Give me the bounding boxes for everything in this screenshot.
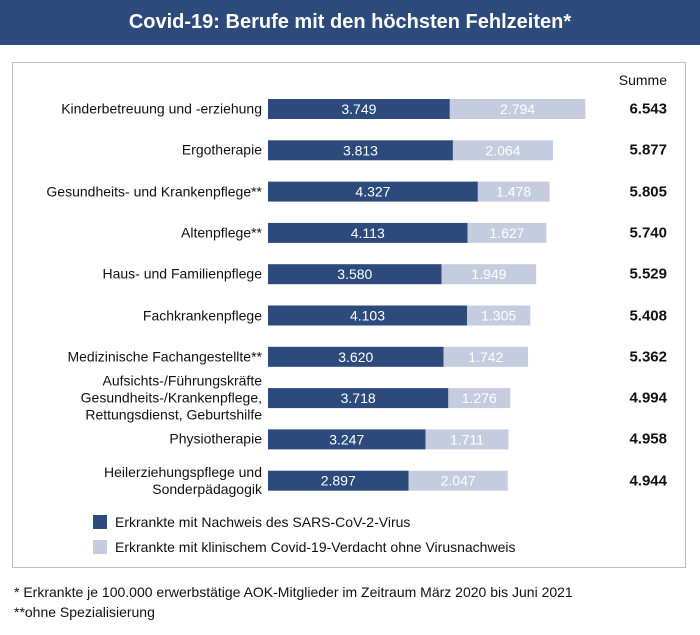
bar-segment [268, 99, 450, 119]
legend-label: Erkrankte mit Nachweis des SARS-CoV-2-Vi… [115, 514, 411, 530]
value-label: 1.305 [481, 308, 516, 324]
value-label: 1.742 [468, 349, 503, 365]
category-label: Medizinische Fachangestellte** [67, 348, 262, 365]
value-label: 3.718 [341, 390, 376, 406]
legend-swatch [93, 540, 107, 554]
bar-segment [268, 181, 478, 202]
bar-segment [408, 470, 508, 491]
footnote: **ohne Spezialisierung [14, 604, 155, 620]
value-label: 1.276 [462, 390, 497, 406]
bar-segment [268, 140, 453, 161]
legend-swatch [93, 515, 107, 529]
bar-segment [268, 222, 468, 243]
category-label: Physiotherapie [169, 430, 262, 447]
legend-label: Erkrankte mit klinischem Covid-19-Verdac… [115, 539, 516, 555]
category-label: Aufsichts-/Führungskräfte Gesundheits-/K… [80, 372, 262, 423]
bar-segment [452, 140, 554, 161]
value-label: 2.064 [485, 142, 520, 158]
total-label: 5.877 [629, 141, 667, 159]
category-label: Haus- und Familienpflege [102, 265, 262, 282]
total-label: 6.543 [629, 100, 667, 118]
value-label: 2.897 [321, 473, 356, 489]
value-label: 1.711 [450, 431, 484, 447]
bar-segment [268, 470, 409, 491]
total-label: 4.958 [629, 430, 667, 448]
value-label: 1.478 [496, 184, 531, 200]
chart-title: Covid-19: Berufe mit den höchsten Fehlze… [128, 11, 572, 33]
value-label: 3.813 [343, 142, 378, 158]
value-label: 3.749 [341, 101, 376, 117]
category-label: Kinderbetreuung und -erziehung [61, 100, 262, 117]
bar-segment [441, 264, 537, 285]
bar-segment [268, 264, 442, 285]
value-label: 3.620 [338, 349, 373, 365]
category-label: Altenpflege** [181, 224, 262, 241]
total-label: 5.408 [629, 307, 667, 324]
bar-segment [425, 429, 509, 450]
category-label: Gesundheits- und Krankenpflege** [46, 183, 262, 200]
total-label: 5.805 [629, 183, 667, 201]
bar-segment [477, 181, 550, 202]
total-label: 5.529 [629, 265, 667, 283]
bar-segment [443, 346, 529, 367]
value-label: 2.794 [500, 101, 535, 117]
bar-segment [268, 346, 444, 367]
total-header: Summe [618, 72, 667, 88]
bar-segment [467, 222, 547, 243]
category-label: Ergotherapie [181, 141, 262, 158]
bar-segment [268, 305, 467, 326]
value-label: 4.103 [350, 308, 385, 324]
total-label: 5.362 [629, 348, 667, 366]
value-label: 1.627 [489, 225, 524, 241]
bar-segment [268, 429, 426, 450]
value-label: 3.580 [337, 266, 372, 282]
bar-segment [268, 388, 449, 409]
bar-segment [449, 99, 586, 119]
title-bar [0, 0, 700, 45]
total-label: 5.740 [629, 224, 667, 242]
bar-segment [466, 305, 531, 326]
value-label: 4.327 [355, 184, 390, 200]
bar-segment [448, 388, 511, 409]
value-label: 4.113 [351, 225, 385, 241]
total-label: 4.994 [629, 389, 667, 407]
total-label: 4.944 [629, 472, 667, 490]
value-label: 3.247 [329, 431, 364, 447]
footnote: * Erkrankte je 100.000 erwerbstätige AOK… [14, 584, 573, 600]
chart-frame [12, 62, 686, 568]
value-label: 2.047 [441, 473, 476, 489]
category-label: Heilerziehungspflege und Sonderpädagogik [104, 463, 262, 497]
value-label: 1.949 [471, 266, 506, 282]
category-label: Fachkrankenpflege [142, 307, 262, 323]
